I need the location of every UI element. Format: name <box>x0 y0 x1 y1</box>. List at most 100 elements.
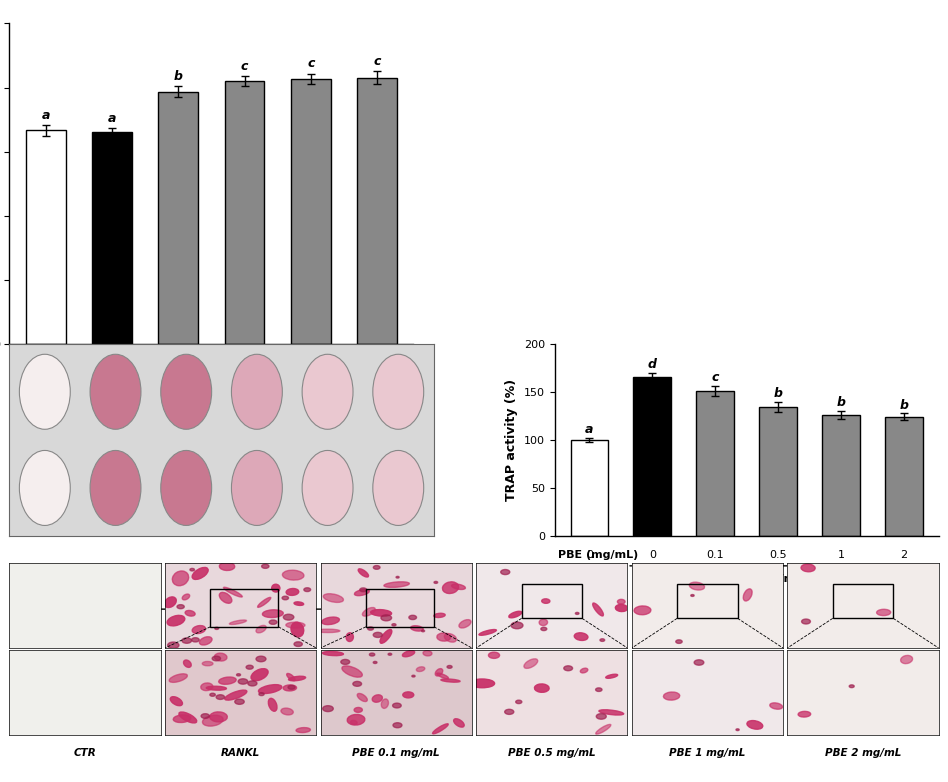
Ellipse shape <box>434 613 446 618</box>
Ellipse shape <box>371 610 392 616</box>
Ellipse shape <box>302 450 353 526</box>
Ellipse shape <box>251 669 268 680</box>
Circle shape <box>216 694 225 699</box>
Ellipse shape <box>535 684 549 692</box>
Text: c: c <box>374 56 381 68</box>
Ellipse shape <box>347 715 365 725</box>
Circle shape <box>374 633 382 637</box>
Circle shape <box>600 639 605 641</box>
Circle shape <box>802 619 811 624</box>
Circle shape <box>541 627 547 630</box>
Circle shape <box>392 703 401 708</box>
Circle shape <box>322 705 334 712</box>
Ellipse shape <box>441 679 460 682</box>
Circle shape <box>368 627 374 630</box>
Ellipse shape <box>541 599 550 604</box>
Bar <box>357 78 397 344</box>
Ellipse shape <box>214 653 227 661</box>
Text: b: b <box>836 396 846 409</box>
Circle shape <box>595 688 602 691</box>
Ellipse shape <box>469 679 495 687</box>
Circle shape <box>247 681 257 686</box>
Ellipse shape <box>743 589 752 601</box>
Ellipse shape <box>877 609 891 615</box>
Ellipse shape <box>615 604 628 612</box>
Text: RANKL (100 ng/mL): RANKL (100 ng/mL) <box>686 573 808 583</box>
Ellipse shape <box>210 712 228 722</box>
Ellipse shape <box>258 597 271 608</box>
Ellipse shape <box>219 677 236 684</box>
Ellipse shape <box>373 354 424 429</box>
Text: 0.5: 0.5 <box>248 584 265 594</box>
Bar <box>677 584 738 619</box>
Ellipse shape <box>373 694 382 702</box>
Circle shape <box>168 642 179 648</box>
Bar <box>571 439 609 536</box>
Ellipse shape <box>380 630 392 644</box>
Circle shape <box>353 681 361 687</box>
Circle shape <box>370 653 374 656</box>
Circle shape <box>238 679 247 684</box>
Ellipse shape <box>445 633 457 642</box>
Circle shape <box>374 662 377 663</box>
Circle shape <box>596 714 607 719</box>
Ellipse shape <box>524 658 538 669</box>
Text: 0: 0 <box>43 364 49 375</box>
Circle shape <box>694 660 703 665</box>
Ellipse shape <box>272 584 280 592</box>
Ellipse shape <box>291 622 303 637</box>
Text: PBE 0.1 mg/mL: PBE 0.1 mg/mL <box>353 748 440 758</box>
Circle shape <box>256 656 266 662</box>
Circle shape <box>504 709 514 715</box>
Text: PBE (mg/mL): PBE (mg/mL) <box>558 551 638 560</box>
Ellipse shape <box>416 667 425 672</box>
Circle shape <box>411 675 415 677</box>
Ellipse shape <box>286 673 295 680</box>
Ellipse shape <box>19 354 70 429</box>
Bar <box>366 589 434 627</box>
Text: b: b <box>774 387 783 400</box>
Circle shape <box>212 656 221 661</box>
Ellipse shape <box>283 685 297 691</box>
Text: c: c <box>712 371 719 384</box>
Ellipse shape <box>580 668 588 673</box>
Text: RANKL (100 ng/mL): RANKL (100 ng/mL) <box>151 395 272 405</box>
Text: a: a <box>42 109 50 122</box>
Circle shape <box>392 624 396 626</box>
Text: CTR: CTR <box>74 748 97 758</box>
Ellipse shape <box>798 712 811 717</box>
Circle shape <box>516 700 521 704</box>
Ellipse shape <box>321 617 339 625</box>
Ellipse shape <box>423 651 432 656</box>
Text: 0.1: 0.1 <box>170 364 187 375</box>
Circle shape <box>237 674 241 676</box>
Ellipse shape <box>410 626 424 631</box>
Text: 0.1: 0.1 <box>706 551 724 560</box>
Ellipse shape <box>770 703 782 709</box>
Y-axis label: TRAP activity (%): TRAP activity (%) <box>505 378 519 501</box>
Ellipse shape <box>207 687 227 691</box>
Circle shape <box>269 620 277 624</box>
Ellipse shape <box>185 611 195 616</box>
Circle shape <box>374 565 380 569</box>
Ellipse shape <box>403 692 413 698</box>
Ellipse shape <box>231 354 283 429</box>
Ellipse shape <box>219 593 232 603</box>
Ellipse shape <box>231 450 283 526</box>
Ellipse shape <box>201 683 212 691</box>
Circle shape <box>575 612 579 615</box>
Circle shape <box>447 665 452 669</box>
Text: 2: 2 <box>394 584 402 594</box>
Text: a: a <box>585 424 593 436</box>
Circle shape <box>235 699 245 705</box>
Text: 0: 0 <box>112 584 119 594</box>
Text: PBE (mg/mL): PBE (mg/mL) <box>12 364 93 375</box>
Circle shape <box>341 659 350 665</box>
Ellipse shape <box>296 727 310 733</box>
Ellipse shape <box>256 626 266 633</box>
Ellipse shape <box>459 619 471 628</box>
Bar <box>225 81 264 344</box>
Bar <box>885 417 922 536</box>
Text: PBE 1 mg/mL: PBE 1 mg/mL <box>669 748 745 758</box>
Ellipse shape <box>323 594 343 602</box>
